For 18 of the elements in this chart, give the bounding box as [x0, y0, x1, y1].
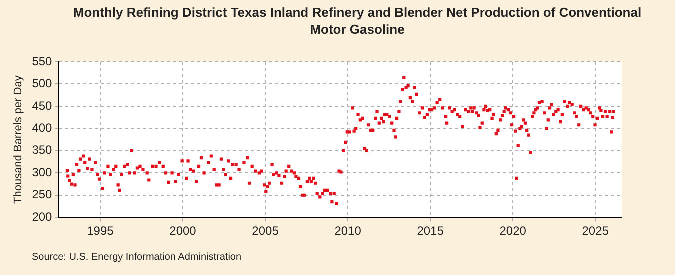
- y-tick-label: 400: [32, 121, 53, 135]
- x-tick-label: 2010: [334, 224, 362, 238]
- x-tick-label: 2000: [170, 224, 197, 238]
- y-tick-label: 250: [32, 188, 53, 202]
- x-tick-label: 2020: [500, 224, 527, 238]
- y-tick-label: 200: [32, 210, 53, 224]
- y-tick-label: 450: [32, 98, 53, 113]
- y-tick-label: 300: [32, 165, 53, 180]
- y-axis-title: Thousand Barrels per Day: [12, 75, 25, 204]
- chart-title: Monthly Refining District Texas Inland Refinery and Blender Net Production of Conventional Motor Gasoline: [72, 4, 643, 38]
- x-tick-label: 1995: [87, 224, 114, 238]
- y-tick-label: 500: [32, 76, 53, 91]
- x-tick-label: 2015: [417, 224, 444, 238]
- source-note: Source: U.S. Energy Information Administration: [32, 252, 242, 263]
- x-tick-label: 2005: [252, 224, 280, 238]
- x-tick-label: 2025: [582, 224, 610, 238]
- y-tick-label: 350: [32, 143, 53, 158]
- y-tick-label: 550: [32, 54, 53, 68]
